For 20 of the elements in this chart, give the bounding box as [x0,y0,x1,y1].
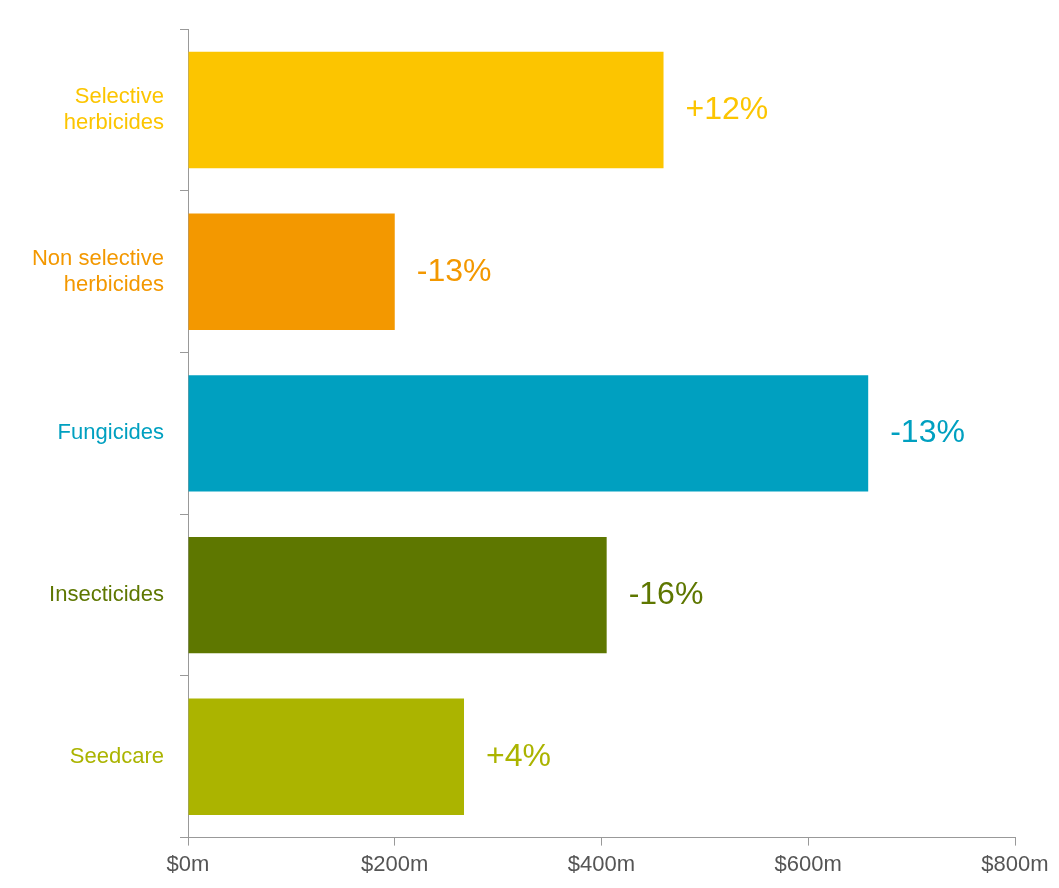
y-tick-label: Non selective herbicides [31,244,164,296]
x-tick-label: $0m [166,850,210,876]
bar [188,536,607,654]
annotation: -13% [890,413,965,450]
x-tick-label: $600m [774,850,842,876]
annotation: -13% [416,251,492,288]
x-tick-label: $800m [981,850,1049,876]
annotation: +4% [486,736,551,773]
x-tick-label: $400m [567,850,636,876]
y-tick-label: Insecticides [49,581,164,607]
bar [188,51,664,169]
bar [188,375,869,492]
bar [188,213,395,330]
x-tick-label: $200m [361,850,429,876]
bar [188,698,465,815]
y-tick-label: Seedcare [69,742,164,768]
annotation: -16% [628,574,704,611]
y-tick-label: Fungicides [57,419,164,445]
y-tick-label: Selective herbicides [63,82,164,135]
annotation: +12% [685,89,769,126]
